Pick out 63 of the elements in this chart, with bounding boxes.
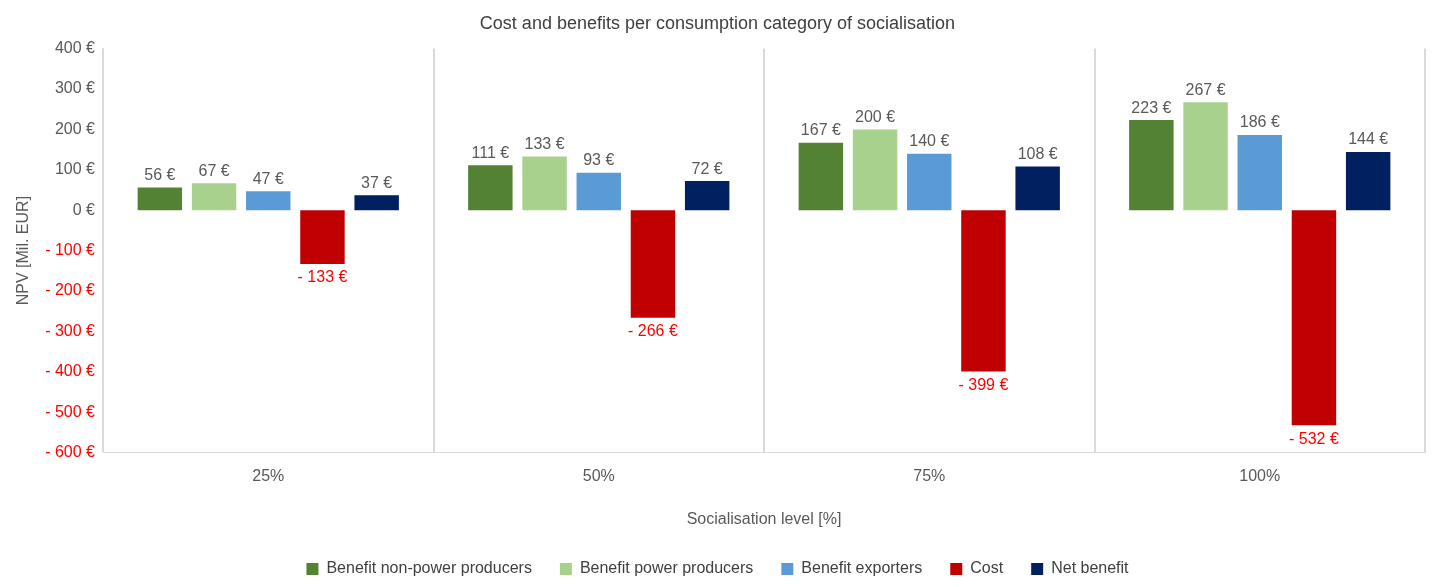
y-tick-label: - 200 € xyxy=(45,281,96,299)
data-label: 167 € xyxy=(800,121,841,139)
bar xyxy=(1291,210,1337,426)
data-label: 67 € xyxy=(198,161,230,179)
bar xyxy=(137,187,183,211)
y-tick-label: 200 € xyxy=(54,119,96,137)
data-label: 133 € xyxy=(524,134,565,152)
data-label: 47 € xyxy=(252,169,284,187)
data-label: - 133 € xyxy=(297,268,348,286)
y-tick-label: 100 € xyxy=(54,160,96,178)
bar xyxy=(354,195,399,211)
data-label: - 532 € xyxy=(1289,429,1339,447)
data-label: 223 € xyxy=(1131,98,1172,116)
y-tick-label: 400 € xyxy=(54,39,96,57)
bar xyxy=(630,210,676,318)
y-tick-label: - 300 € xyxy=(45,321,96,339)
y-axis-title: NPV [Mil. EUR] xyxy=(14,195,32,306)
data-label: 72 € xyxy=(691,159,723,177)
y-tick-label: - 100 € xyxy=(45,241,96,259)
bar xyxy=(1183,102,1228,211)
legend-label: Benefit power producers xyxy=(579,559,754,577)
y-tick-label: 0 € xyxy=(72,200,96,218)
bar xyxy=(1015,166,1060,211)
bar xyxy=(300,210,345,264)
legend-label: Benefit non-power producers xyxy=(326,559,532,577)
data-label: 200 € xyxy=(855,107,896,125)
bar xyxy=(684,181,730,211)
bar xyxy=(246,191,291,211)
data-label: 186 € xyxy=(1239,113,1280,131)
y-tick-label: - 400 € xyxy=(45,362,96,380)
chart-title: Cost and benefits per consumption category of socialisation xyxy=(479,12,956,33)
legend-label: Benefit exporters xyxy=(801,559,923,577)
bar xyxy=(576,172,621,211)
data-label: 37 € xyxy=(361,173,393,191)
data-label: 144 € xyxy=(1348,130,1389,148)
x-axis-title: Socialisation level [%] xyxy=(686,509,842,527)
data-label: 267 € xyxy=(1185,80,1226,98)
bar xyxy=(852,129,898,211)
y-tick-label: - 600 € xyxy=(45,443,96,461)
x-tick-label: 25% xyxy=(252,466,285,484)
x-tick-label: 75% xyxy=(913,466,946,484)
data-label: - 266 € xyxy=(628,322,678,340)
y-tick-label: - 500 € xyxy=(45,402,96,420)
data-label: 108 € xyxy=(1017,144,1058,162)
bar xyxy=(961,210,1006,372)
data-label: - 399 € xyxy=(958,375,1009,393)
bar xyxy=(468,165,513,211)
bar xyxy=(191,183,237,211)
legend-label: Net benefit xyxy=(1051,559,1130,577)
x-tick-label: 100% xyxy=(1239,466,1281,484)
x-tick-label: 50% xyxy=(582,466,615,484)
bar xyxy=(522,156,567,211)
bar xyxy=(798,142,844,211)
data-label: 140 € xyxy=(909,132,950,150)
bar xyxy=(907,153,952,211)
bar xyxy=(1237,135,1282,211)
bar xyxy=(1129,120,1174,211)
y-tick-label: 300 € xyxy=(54,79,96,97)
data-label: 111 € xyxy=(471,143,510,161)
data-label: 56 € xyxy=(144,165,176,183)
data-label: 93 € xyxy=(583,151,615,169)
legend-label: Cost xyxy=(970,559,1004,577)
bar xyxy=(1345,152,1391,211)
